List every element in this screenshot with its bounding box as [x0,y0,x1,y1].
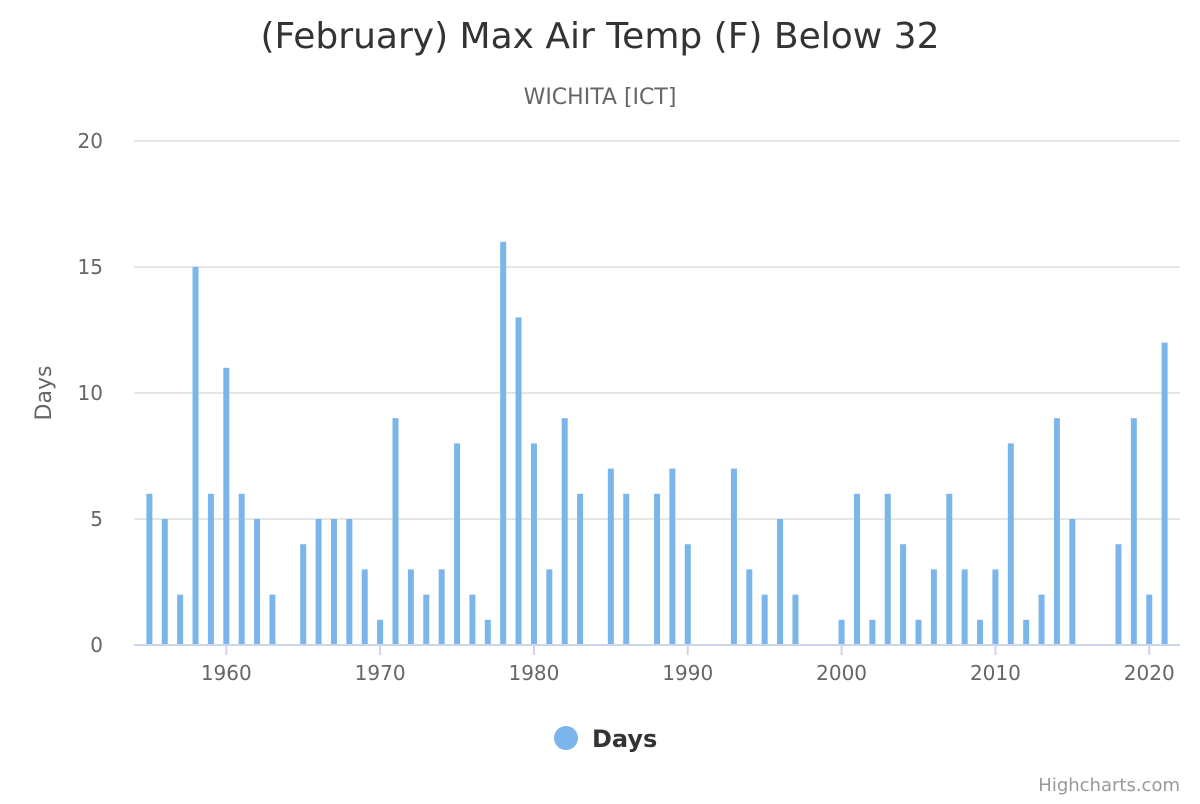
bar-2019[interactable] [1130,418,1137,645]
bar-2003[interactable] [884,493,891,645]
legend-marker-icon[interactable] [554,726,578,750]
bar-2021[interactable] [1161,342,1168,645]
bar-1955[interactable] [146,493,153,645]
bar-2001[interactable] [853,493,860,645]
chart-title: (February) Max Air Temp (F) Below 32 [261,16,940,57]
bar-2010[interactable] [992,569,999,645]
bar-1988[interactable] [654,493,660,645]
y-tick-label: 20 [78,129,103,153]
bar-1986[interactable] [623,493,630,645]
x-axis: 1960 1970 1980 1990 2000 2010 2020 [134,644,1180,685]
bar-1995[interactable] [761,594,768,645]
bar-1980[interactable] [530,443,537,645]
bar-1971[interactable] [392,418,399,645]
bar-1977[interactable] [484,619,491,645]
legend[interactable]: Days [554,725,657,753]
bar-1982[interactable] [561,418,568,645]
bar-1958[interactable] [192,267,199,645]
bar-1956[interactable] [161,519,168,645]
bar-1963[interactable] [269,594,276,645]
y-tick-label: 10 [78,381,103,405]
bar-1968[interactable] [346,519,353,645]
bar-1983[interactable] [577,493,584,645]
bar-1965[interactable] [300,544,307,645]
bar-1997[interactable] [792,594,799,645]
bar-2015[interactable] [1069,519,1076,645]
bar-2013[interactable] [1038,594,1045,645]
y-tick-label: 0 [90,633,103,657]
credits-link[interactable]: Highcharts.com [1038,775,1180,796]
bar-2008[interactable] [961,569,968,645]
bar-2020[interactable] [1146,594,1153,645]
bar-2012[interactable] [1023,619,1030,645]
x-tick-label: 1980 [508,661,559,685]
bar-1959[interactable] [207,493,214,645]
x-tick-label: 1990 [662,661,713,685]
y-tick-label: 15 [78,255,103,279]
x-tick-label: 2020 [1124,661,1175,685]
bar-1978[interactable] [500,241,507,646]
bar-1961[interactable] [238,493,245,645]
grid-lines [134,140,1180,520]
bar-2007[interactable] [946,493,953,645]
bar-1962[interactable] [254,519,261,645]
bar-series[interactable] [146,241,1168,646]
bar-1996[interactable] [777,519,784,645]
bar-1960[interactable] [223,367,230,645]
bar-2014[interactable] [1053,418,1060,645]
legend-item-days[interactable]: Days [592,725,657,753]
x-tick-label: 1970 [355,661,406,685]
bar-2006[interactable] [930,569,937,645]
y-axis: 0 5 10 15 20 [78,129,103,657]
bar-2011[interactable] [1007,443,1014,645]
bar-2005[interactable] [915,619,922,645]
x-tick-label: 1960 [201,661,252,685]
y-tick-label: 5 [90,507,103,531]
bar-1972[interactable] [407,569,414,645]
bar-2009[interactable] [977,619,984,645]
bar-1973[interactable] [423,594,430,645]
bar-1966[interactable] [315,519,322,645]
bar-1979[interactable] [515,317,522,645]
y-axis-title: Days [32,366,57,421]
bar-1976[interactable] [469,594,476,645]
bar-1994[interactable] [746,569,753,645]
bar-2018[interactable] [1115,544,1122,645]
x-tick-label: 2000 [816,661,867,685]
chart-subtitle: WICHITA [ICT] [524,85,677,110]
x-tick-label: 2010 [970,661,1021,685]
bar-1993[interactable] [730,468,737,645]
bar-1970[interactable] [377,619,384,645]
bar-2004[interactable] [900,544,907,645]
bar-1957[interactable] [177,594,184,645]
bar-1969[interactable] [361,569,368,645]
bar-1975[interactable] [454,443,461,645]
bar-1981[interactable] [546,569,553,645]
bar-2002[interactable] [869,619,876,645]
bar-1967[interactable] [330,519,337,645]
bar-1989[interactable] [669,468,676,645]
bar-1974[interactable] [438,569,445,645]
bar-2000[interactable] [838,619,845,645]
bar-1985[interactable] [607,468,614,645]
bar-1990[interactable] [684,544,691,645]
